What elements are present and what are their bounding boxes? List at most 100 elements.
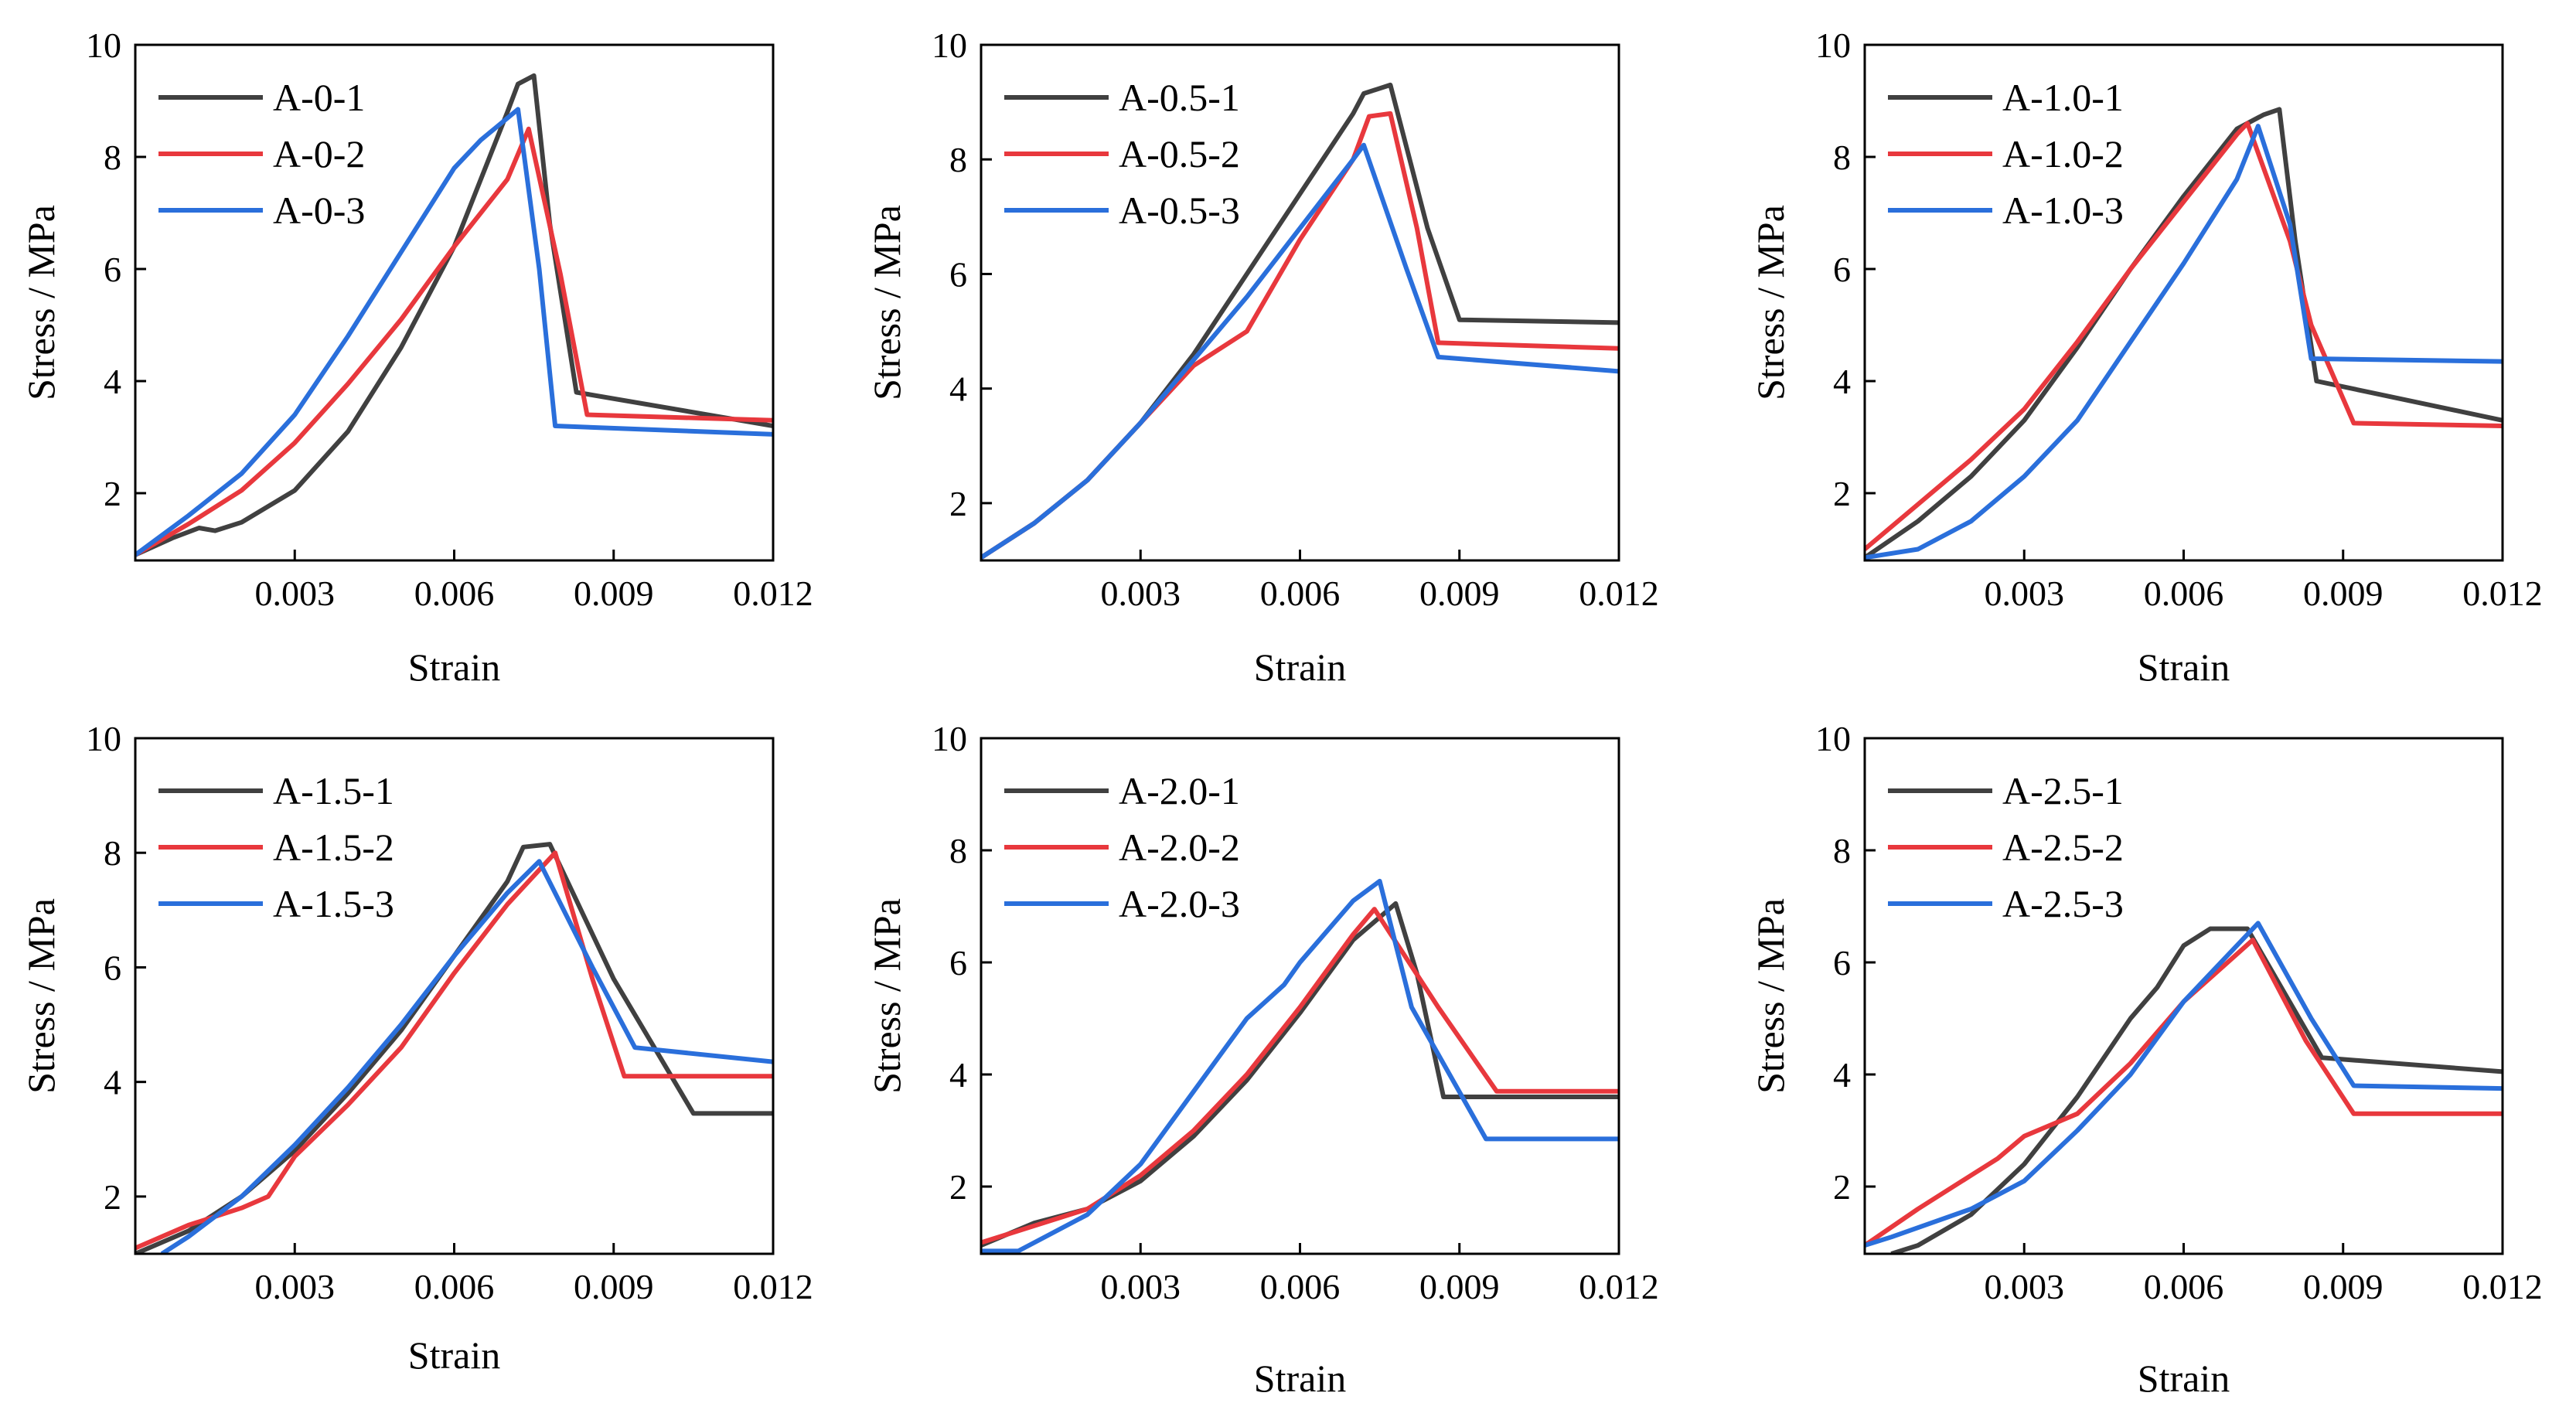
y-tick-label: 10: [932, 719, 967, 758]
y-tick-label: 2: [949, 484, 967, 523]
series-line-A-2.0-2: [981, 907, 1619, 1245]
series-line-A-2.5-3: [1865, 921, 2503, 1248]
plot-frame: [980, 43, 1620, 562]
x-axis-label: Strain: [408, 645, 500, 689]
legend-label: A-0.5-2: [1119, 132, 1240, 175]
y-tick-label: 10: [1815, 719, 1851, 758]
series-line-A-1.5-3: [160, 859, 773, 1254]
legend-label: A-1.5-2: [273, 826, 394, 869]
y-tick-label: 4: [1833, 362, 1851, 401]
x-tick-label: 0.006: [1260, 1267, 1341, 1306]
legend-label: A-2.0-2: [1119, 826, 1240, 869]
x-tick-label: 0.009: [2303, 1267, 2383, 1306]
y-tick-label: 8: [1833, 831, 1851, 870]
legend: A-2.0-1 A-2.0-2 A-2.0-3: [1004, 769, 1240, 925]
chart-panel-3: 0.003 0.006 0.009 0.012 2 4 6 8 10 Strain Stress /…: [1749, 26, 2543, 689]
x-tick-label: 0.003: [1985, 1267, 2065, 1306]
y-tick-label: 2: [949, 1167, 967, 1207]
y-tick-label: 6: [949, 943, 967, 982]
x-tick-label: 0.012: [733, 574, 813, 613]
legend-label: A-1.0-1: [2002, 76, 2124, 119]
y-tick-label: 10: [86, 719, 121, 758]
y-tick-label: 8: [949, 831, 967, 870]
x-tick-label: 0.006: [414, 1267, 495, 1306]
y-axis-label: Stress / MPa: [19, 898, 63, 1094]
series-line-A-2.0-1: [981, 901, 1619, 1248]
y-tick-label: 4: [104, 1063, 121, 1102]
x-tick-label: 0.006: [2144, 1267, 2224, 1306]
y-tick-label: 8: [949, 140, 967, 179]
chart-panel-6: 0.003 0.006 0.009 0.012 2 4 6 8 10 Strain Stress /…: [1749, 719, 2543, 1400]
legend-label: A-0.5-1: [1119, 76, 1240, 119]
y-axis-label: Stress / MPa: [1749, 205, 1792, 400]
legend-label: A-2.5-3: [2002, 882, 2124, 925]
series-line-A-1.0-1: [1865, 107, 2503, 560]
y-tick-label: 2: [1833, 474, 1851, 513]
x-tick-label: 0.009: [1419, 574, 1500, 613]
x-tick-label: 0.012: [733, 1267, 813, 1306]
legend-label: A-1.5-1: [273, 769, 394, 812]
plot-frame: [1863, 737, 2504, 1255]
y-tick-label: 6: [1833, 943, 1851, 982]
y-tick-label: 10: [86, 26, 121, 65]
y-tick-label: 4: [949, 369, 967, 409]
y-tick-label: 6: [104, 250, 121, 289]
legend-label: A-1.0-3: [2002, 189, 2124, 232]
series-line-A-1.0-2: [1865, 121, 2503, 551]
x-tick-label: 0.009: [574, 1267, 654, 1306]
chart-panel-4: 0.003 0.006 0.009 0.012 2 4 6 8 10 Strain Stress /…: [19, 719, 813, 1377]
y-tick-label: 6: [1833, 250, 1851, 289]
y-tick-label: 6: [949, 254, 967, 294]
legend-label: A-1.0-2: [2002, 132, 2124, 175]
x-axis-label: Strain: [1254, 1357, 1346, 1400]
y-tick-label: 8: [1833, 138, 1851, 177]
legend-label: A-0-1: [273, 76, 365, 119]
y-tick-label: 4: [949, 1055, 967, 1095]
series-line-A-2.5-2: [1865, 938, 2503, 1248]
legend: A-0.5-1 A-0.5-2 A-0.5-3: [1004, 76, 1240, 232]
x-tick-label: 0.012: [1579, 1267, 1659, 1306]
x-tick-label: 0.003: [1985, 574, 2065, 613]
legend: A-2.5-1 A-2.5-2 A-2.5-3: [1888, 769, 2124, 925]
x-tick-label: 0.003: [1101, 1267, 1181, 1306]
x-tick-label: 0.009: [1419, 1267, 1500, 1306]
y-axis-label: Stress / MPa: [19, 205, 63, 400]
y-axis-label: Stress / MPa: [865, 205, 908, 400]
y-tick-label: 2: [1833, 1167, 1851, 1207]
y-tick-label: 2: [104, 474, 121, 513]
x-axis-label: Strain: [408, 1333, 500, 1377]
series-line-A-2.0-3: [981, 878, 1619, 1254]
plot-frame: [134, 737, 775, 1255]
y-axis-label: Stress / MPa: [1749, 898, 1792, 1094]
x-tick-label: 0.012: [1579, 574, 1659, 613]
y-tick-label: 4: [1833, 1055, 1851, 1095]
x-axis-label: Strain: [2138, 645, 2230, 689]
legend-label: A-1.5-3: [273, 882, 394, 925]
y-tick-label: 8: [104, 833, 121, 873]
x-tick-label: 0.006: [414, 574, 495, 613]
y-tick-label: 10: [932, 26, 967, 65]
y-tick-label: 6: [104, 948, 121, 987]
legend: A-1.5-1 A-1.5-2 A-1.5-3: [158, 769, 394, 925]
series-line-A-0-1: [135, 73, 773, 557]
chart-panel-5: 0.003 0.006 0.009 0.012 2 4 6 8 10 Strain Stress /…: [865, 719, 1659, 1400]
x-tick-label: 0.003: [1101, 574, 1181, 613]
x-tick-label: 0.006: [1260, 574, 1341, 613]
chart-panel-2: 0.003 0.006 0.009 0.012 2 4 6 8 10 Strain Stress /…: [865, 26, 1659, 689]
x-tick-label: 0.012: [2462, 574, 2543, 613]
y-axis-label: Stress / MPa: [865, 898, 908, 1094]
legend-label: A-2.5-1: [2002, 769, 2124, 812]
legend-label: A-0.5-3: [1119, 189, 1240, 232]
series-line-A-0-2: [135, 126, 773, 557]
legend-label: A-0-2: [273, 132, 365, 175]
x-tick-label: 0.003: [255, 1267, 336, 1306]
x-tick-label: 0.006: [2144, 574, 2224, 613]
legend-label: A-2.0-1: [1119, 769, 1240, 812]
x-tick-label: 0.012: [2462, 1267, 2543, 1306]
legend-label: A-2.5-2: [2002, 826, 2124, 869]
legend: A-1.0-1 A-1.0-2 A-1.0-3: [1888, 76, 2124, 232]
legend-label: A-0-3: [273, 189, 365, 232]
x-tick-label: 0.003: [255, 574, 336, 613]
y-tick-label: 2: [104, 1177, 121, 1217]
